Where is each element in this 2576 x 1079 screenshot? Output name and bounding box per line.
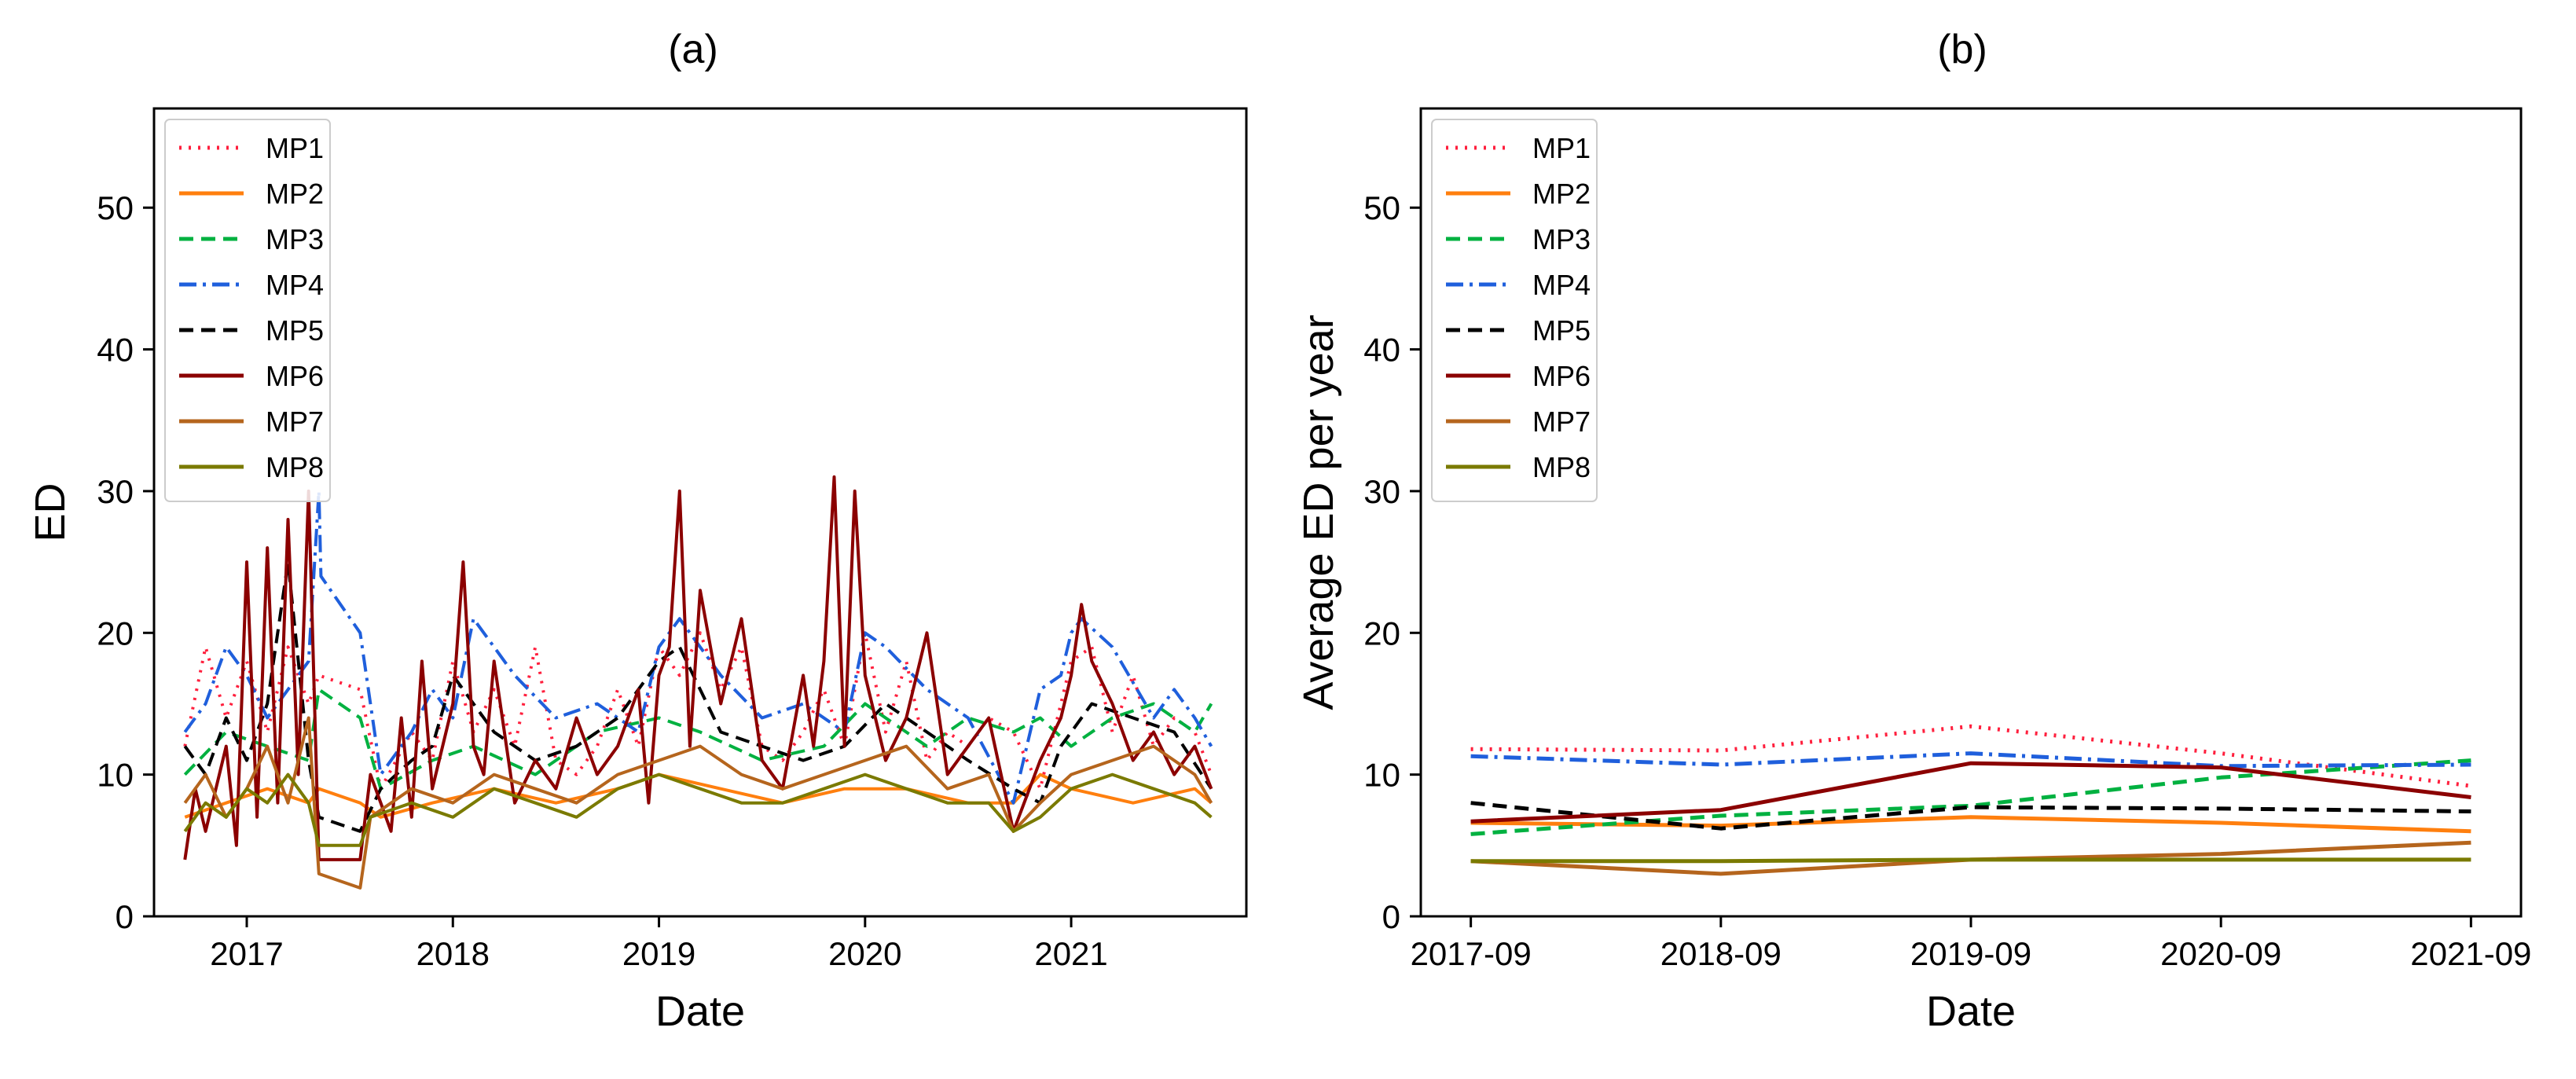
panel-a-y-tick-label: 40 xyxy=(97,332,134,369)
panel-a-legend-label-mp8: MP8 xyxy=(266,451,324,483)
panel-a-x-tick-label: 2021 xyxy=(1034,935,1107,972)
panel-b-x-tick-label: 2017-09 xyxy=(1411,935,1532,972)
panel-a-x-tick-label: 2017 xyxy=(210,935,283,972)
panel-b-title: (b) xyxy=(1937,27,1987,72)
panel-a-series-mp8 xyxy=(183,773,1213,847)
panel-b-y-tick-label: 0 xyxy=(1382,898,1400,935)
panel-a-x-ticks: 2017 2018 2019 2020 2021 xyxy=(210,916,1108,972)
panel-a-y-tick-label: 30 xyxy=(97,473,134,510)
panel-b-x-tick-label: 2021-09 xyxy=(2410,935,2531,972)
panel-b-x-tick-label: 2019-09 xyxy=(1910,935,2031,972)
panel-b-series-mp1 xyxy=(1470,724,2471,788)
panel-b-legend-frame xyxy=(1431,119,1598,502)
panel-b-series-mp2 xyxy=(1470,815,2471,834)
panel-a-legend-label-mp5: MP5 xyxy=(266,314,324,347)
panel-a-plot-frame xyxy=(152,107,1248,918)
panel-a-series-mp1 xyxy=(183,631,1213,791)
panel-b-x-ticks: 2017-09 2018-09 2019-09 2020-09 2021-09 xyxy=(1411,916,2531,972)
panel-a-x-tick-label: 2019 xyxy=(622,935,695,972)
panel-a-y-tick-label: 10 xyxy=(97,757,134,794)
panel-a-y-tick-label: 20 xyxy=(97,615,134,651)
panel-b-series-mp6 xyxy=(1470,761,2471,824)
panel-a: (a) 0 10 20 30 40 50 2017 2018 2019 2020 2021 Dat… xyxy=(27,27,1248,1035)
panel-a-x-axis-label: Date xyxy=(655,988,745,1035)
panel-b-y-tick-label: 50 xyxy=(1363,189,1400,226)
panel-b-y-ticks: 0 10 20 30 40 50 xyxy=(1363,189,1421,935)
panel-b-legend-label-mp7: MP7 xyxy=(1532,406,1591,438)
panel-a-y-axis-label: ED xyxy=(27,483,74,541)
panel-b-y-tick-label: 20 xyxy=(1363,615,1400,651)
panel-b-legend-label-mp6: MP6 xyxy=(1532,360,1591,392)
panel-b-x-tick-label: 2018-09 xyxy=(1660,935,1782,972)
panel-b-legend-label-mp2: MP2 xyxy=(1532,178,1591,210)
panel-a-legend-label-mp6: MP6 xyxy=(266,360,324,392)
panel-a-legend: MP1 MP2 MP3 MP4 MP5 MP6 MP7 MP8 xyxy=(164,119,331,502)
panel-b-legend-label-mp5: MP5 xyxy=(1532,314,1591,347)
panel-a-legend-label-mp1: MP1 xyxy=(266,132,324,164)
panel-a-legend-frame xyxy=(164,119,331,502)
panel-b-legend: MP1 MP2 MP3 MP4 MP5 MP6 MP7 MP8 xyxy=(1431,119,1598,502)
panel-b-x-axis-label: Date xyxy=(1926,988,2016,1035)
panel-b-y-tick-label: 30 xyxy=(1363,473,1400,510)
panel-b-y-tick-label: 10 xyxy=(1363,757,1400,794)
panel-b-legend-label-mp1: MP1 xyxy=(1532,132,1591,164)
panel-b-y-axis-label: Average ED per year xyxy=(1295,314,1342,710)
panel-a-y-ticks: 0 10 20 30 40 50 xyxy=(97,189,154,935)
panel-a-series-mp4 xyxy=(183,489,1213,805)
panel-a-y-tick-label: 0 xyxy=(116,898,134,935)
panel-b-y-tick-label: 40 xyxy=(1363,332,1400,369)
panel-b-series-group xyxy=(1470,724,2471,876)
panel-b-series-mp8 xyxy=(1470,857,2471,864)
panel-a-y-tick-label: 50 xyxy=(97,189,134,226)
panel-a-x-tick-label: 2020 xyxy=(828,935,901,972)
panel-a-legend-label-mp2: MP2 xyxy=(266,178,324,210)
panel-b-legend-label-mp3: MP3 xyxy=(1532,223,1591,255)
panel-a-legend-label-mp3: MP3 xyxy=(266,223,324,255)
panel-b-legend-label-mp8: MP8 xyxy=(1532,451,1591,483)
panel-a-series-group xyxy=(183,475,1213,890)
panel-a-legend-label-mp7: MP7 xyxy=(266,406,324,438)
panel-a-series-mp2 xyxy=(184,773,1213,819)
panel-a-x-tick-label: 2018 xyxy=(416,935,490,972)
panel-b: (b) 0 10 20 30 40 50 2017-09 2018-09 2019-09 202… xyxy=(1295,27,2531,1035)
panel-b-series-mp5 xyxy=(1470,801,2471,831)
panel-b-x-tick-label: 2020-09 xyxy=(2160,935,2281,972)
panel-a-title: (a) xyxy=(668,27,718,72)
panel-b-legend-label-mp4: MP4 xyxy=(1532,269,1591,301)
panel-a-series-mp7 xyxy=(183,716,1213,890)
panel-a-legend-label-mp4: MP4 xyxy=(266,269,324,301)
panel-a-series-mp3 xyxy=(183,688,1213,791)
panel-a-series-mp6 xyxy=(183,475,1213,861)
